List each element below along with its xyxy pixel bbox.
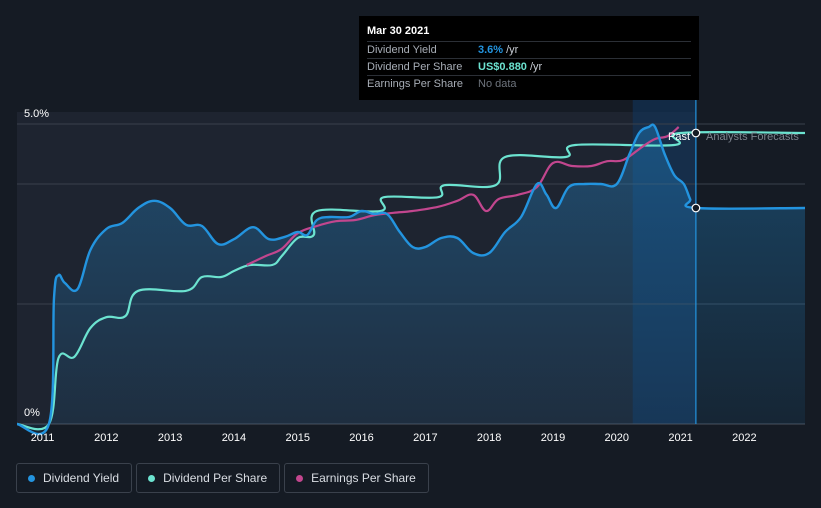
tooltip-value: No data <box>478 78 517 90</box>
x-tick-label: 2014 <box>222 432 246 444</box>
forecast-label: Analysts Forecasts <box>706 131 799 143</box>
tooltip-date: Mar 30 2021 <box>367 25 430 37</box>
x-tick-label: 2019 <box>541 432 565 444</box>
dividend-yield-line <box>16 123 806 436</box>
tooltip-value: US$0.880 <box>478 61 527 73</box>
x-tick-label: 2017 <box>413 432 437 444</box>
tooltip-value: 3.6% <box>478 44 504 56</box>
x-tick-label: 2021 <box>668 432 692 444</box>
dividend-per-share-marker <box>691 128 701 138</box>
legend-dot-icon <box>28 474 35 482</box>
x-tick-label: 2016 <box>349 432 373 444</box>
tooltip-label: Earnings Per Share <box>367 78 463 90</box>
x-tick-label: 2013 <box>158 432 182 444</box>
dividend-yield-area <box>17 124 805 435</box>
y-tick-label-bottom: 0% <box>24 407 40 419</box>
dividend-yield-marker <box>691 203 701 213</box>
x-tick-label: 2018 <box>477 432 501 444</box>
dividend-per-share-line <box>16 130 806 431</box>
x-tick-label: 2012 <box>94 432 118 444</box>
x-tick-label: 2020 <box>605 432 629 444</box>
hover-tooltip: Mar 30 2021 Dividend Yield 3.6% /yr Divi… <box>359 16 699 100</box>
x-tick-label: 2015 <box>286 432 310 444</box>
tooltip-label: Dividend Per Share <box>367 61 463 73</box>
tooltip-row-earnings-per-share: Earnings Per Share No data <box>367 75 691 92</box>
tooltip-unit: /yr <box>506 44 519 56</box>
tooltip-unit: /yr <box>529 61 543 73</box>
earnings-per-share-line <box>246 126 680 266</box>
legend-item-dividend-per-share[interactable]: Dividend Per Share <box>136 463 281 493</box>
tooltip-row-dividend-yield: Dividend Yield 3.6% /yr <box>367 41 691 58</box>
x-tick-label: 2022 <box>732 432 756 444</box>
tooltip-label: Dividend Yield <box>367 44 437 56</box>
chart-legend: Dividend Yield Dividend Per Share Earnin… <box>16 463 429 493</box>
tooltip-row-dividend-per-share: Dividend Per Share US$0.880 /yr <box>367 58 691 75</box>
legend-item-dividend-yield[interactable]: Dividend Yield <box>16 463 133 493</box>
legend-dot-icon <box>296 474 304 482</box>
past-label: Past <box>668 131 690 143</box>
x-axis: 2011 2012 2013 2014 2015 2016 2017 2018 2019 2020… <box>31 432 757 444</box>
legend-label: Dividend Per Share <box>163 471 268 485</box>
legend-dot-icon <box>148 474 156 482</box>
legend-item-earnings-per-share[interactable]: Earnings Per Share <box>284 463 429 493</box>
x-tick-label: 2011 <box>31 432 55 444</box>
legend-label: Earnings Per Share <box>311 471 416 485</box>
y-tick-label-top: 5.0% <box>24 108 49 120</box>
legend-label: Dividend Yield <box>43 471 120 485</box>
plot-area <box>16 96 806 436</box>
